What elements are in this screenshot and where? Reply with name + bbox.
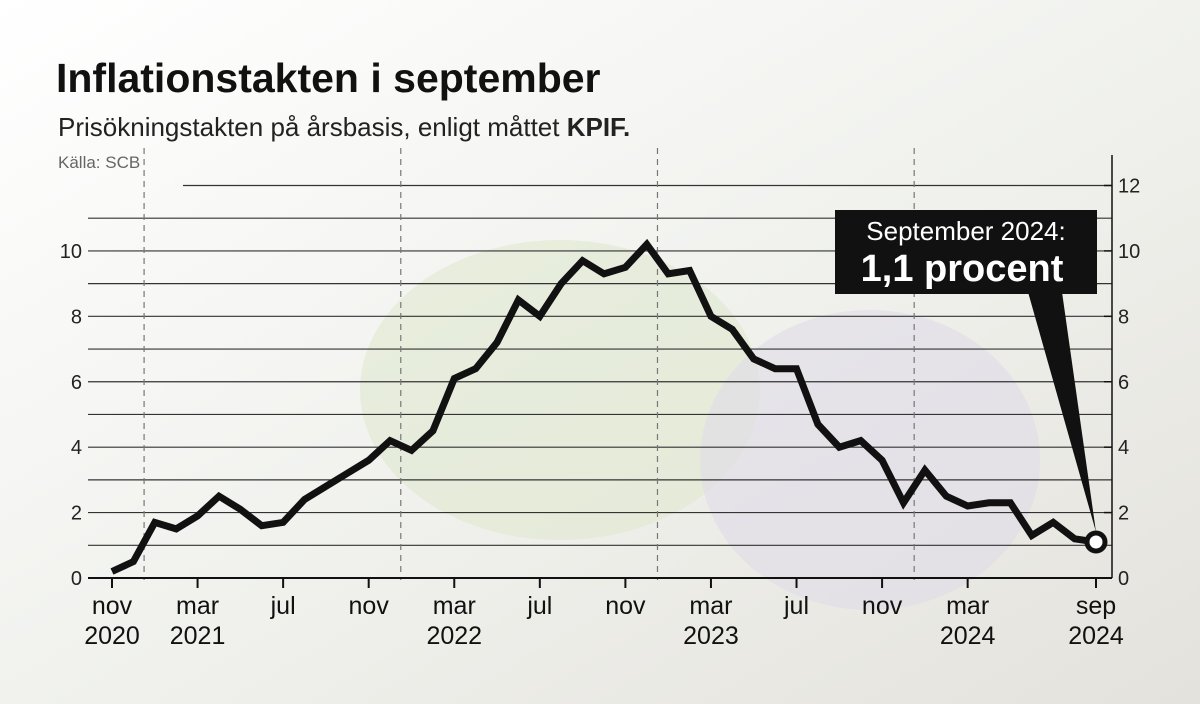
x-year-label: 2024 <box>940 622 996 650</box>
x-tick-label: nov <box>862 592 903 620</box>
x-tick-label: nov <box>349 592 390 620</box>
y2-tick-label: 4 <box>1118 437 1129 459</box>
subtitle-emphasis: KPIF. <box>567 112 631 142</box>
y2-tick-label: 8 <box>1118 306 1129 328</box>
annotation-box <box>835 210 1097 294</box>
chart-subtitle: Prisökningstakten på årsbasis, enligt må… <box>58 112 630 142</box>
annotation-value: 1,1 procent <box>861 248 1064 290</box>
y-tick-label: 2 <box>71 503 82 525</box>
y-tick-label: 0 <box>71 568 82 590</box>
x-tick-label: mar <box>689 592 732 620</box>
banknote-tint <box>360 240 760 540</box>
x-tick-label: jul <box>526 592 552 620</box>
x-year-label: 2021 <box>170 622 226 650</box>
chart-title: Inflationstakten i september <box>56 55 601 101</box>
x-year-label: 2022 <box>426 622 482 650</box>
last-point <box>1084 530 1108 554</box>
x-year-label: 2024 <box>1068 622 1124 650</box>
y2-tick-label: 2 <box>1118 503 1129 525</box>
x-tick-label: jul <box>270 592 296 620</box>
x-tick-label: mar <box>946 592 989 620</box>
y-tick-label: 4 <box>71 437 82 459</box>
banknote-tint <box>700 310 1040 610</box>
annotation-line: September 2024: <box>866 216 1065 246</box>
y-tick-label: 6 <box>71 372 82 394</box>
source: Källa: SCB <box>58 153 140 172</box>
y-tick-label: 8 <box>71 306 82 328</box>
x-tick-label: nov <box>92 592 133 620</box>
y2-tick-label: 6 <box>1118 372 1129 394</box>
x-tick-label: mar <box>433 592 476 620</box>
x-tick-label: nov <box>605 592 646 620</box>
y2-tick-label: 12 <box>1118 176 1140 198</box>
y-tick-label: 10 <box>60 241 82 263</box>
data-line <box>110 238 1097 575</box>
x-year-label: 2020 <box>84 622 140 650</box>
subtitle-text: Prisökningstakten på årsbasis, enligt må… <box>58 112 560 142</box>
x-tick-label: sep <box>1076 592 1116 620</box>
y2-tick-label: 0 <box>1118 568 1129 590</box>
x-tick-label: mar <box>176 592 219 620</box>
x-tick-label: jul <box>783 592 809 620</box>
annotation-pointer <box>1028 292 1096 533</box>
x-year-label: 2023 <box>683 622 739 650</box>
y2-tick-label: 10 <box>1118 241 1140 263</box>
